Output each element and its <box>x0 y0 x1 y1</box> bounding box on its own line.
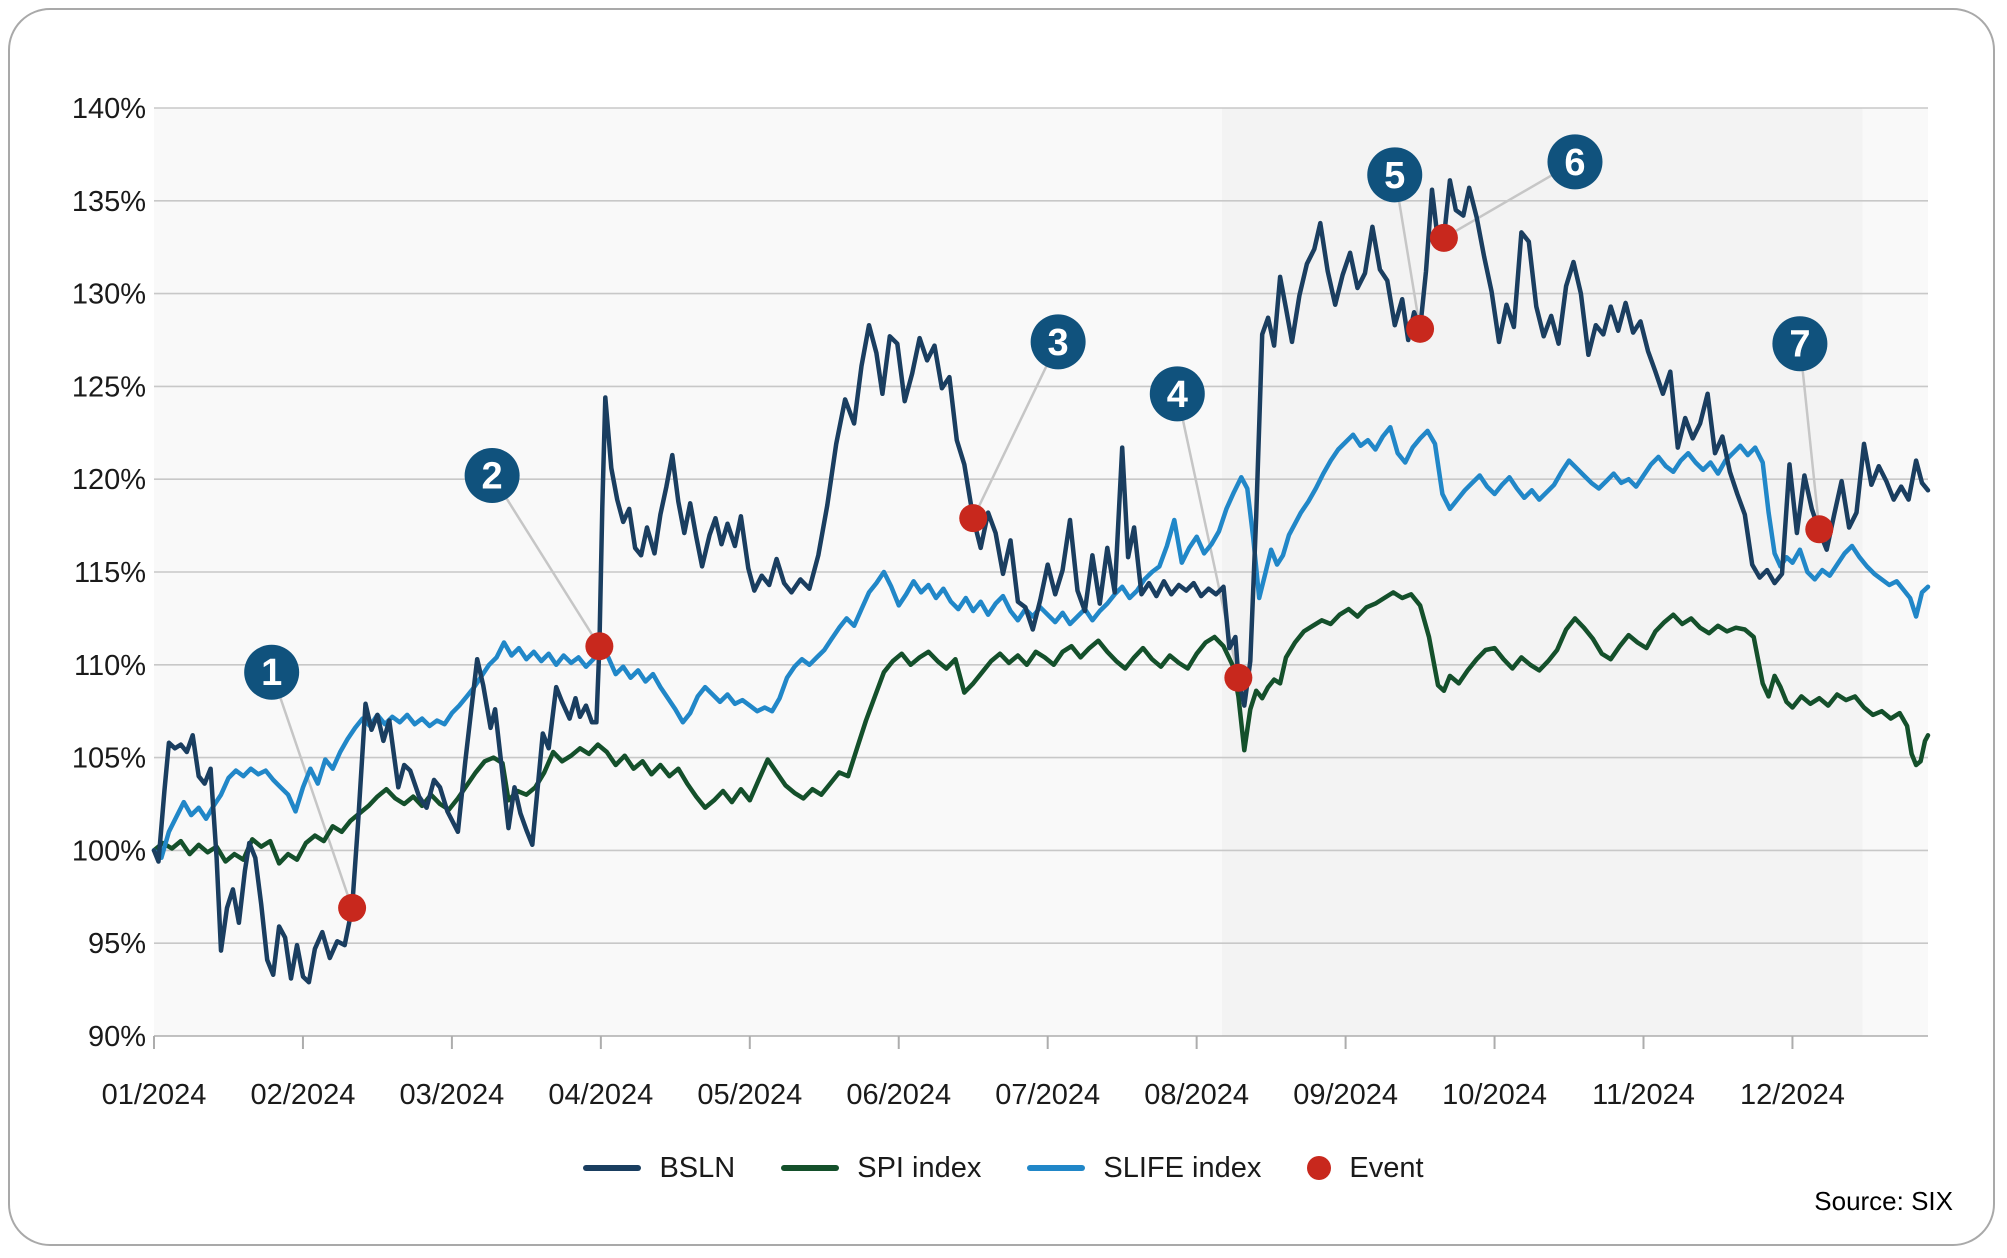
x-axis-label: 09/2024 <box>1293 1079 1398 1111</box>
x-axis-label: 08/2024 <box>1144 1079 1249 1111</box>
legend-line-swatch <box>583 1165 642 1171</box>
legend-item-slife-index[interactable]: SLIFE index <box>1027 1151 1262 1184</box>
y-axis-label: 140% <box>72 93 146 125</box>
event-badge-number: 5 <box>1384 155 1405 197</box>
event-connector-1 <box>270 671 354 909</box>
y-axis-label: 100% <box>72 835 146 867</box>
event-dot-7[interactable] <box>1805 515 1834 544</box>
y-axis-label: 90% <box>88 1021 146 1053</box>
event-connector-3 <box>972 341 1060 519</box>
event-badge-number: 4 <box>1167 374 1188 416</box>
y-axis-label: 130% <box>72 279 146 311</box>
legend-item-event[interactable]: Event <box>1307 1151 1424 1184</box>
event-dot-3[interactable] <box>959 504 988 533</box>
x-axis-label: 06/2024 <box>846 1079 951 1111</box>
legend-item-bsln[interactable]: BSLN <box>583 1151 736 1184</box>
y-axis-label: 95% <box>88 928 146 960</box>
event-dot-4[interactable] <box>1224 663 1253 692</box>
event-badge-number: 3 <box>1048 322 1069 364</box>
legend-dot-swatch <box>1307 1156 1332 1180</box>
event-badge-6[interactable] <box>1547 134 1603 190</box>
event-connector-2 <box>491 474 601 647</box>
y-axis-label: 105% <box>72 743 146 775</box>
legend-label: SPI index <box>857 1151 982 1184</box>
y-axis-label: 115% <box>74 557 146 589</box>
legend-label: Event <box>1349 1151 1424 1184</box>
event-badge-number: 7 <box>1789 324 1810 366</box>
event-badge-number: 2 <box>482 455 503 497</box>
legend-line-swatch <box>781 1165 840 1171</box>
event-badge-2[interactable] <box>464 447 520 503</box>
series-line-bsln <box>151 178 1931 985</box>
event-badge-3[interactable] <box>1030 314 1086 370</box>
event-badge-number: 1 <box>261 652 282 694</box>
event-dot-5[interactable] <box>1406 314 1435 343</box>
event-connector-7 <box>1798 343 1821 530</box>
x-axis-label: 02/2024 <box>251 1079 356 1111</box>
event-badge-4[interactable] <box>1149 366 1205 422</box>
x-axis-label: 11/2024 <box>1592 1079 1695 1111</box>
event-dot-1[interactable] <box>338 893 367 922</box>
source-note: Source: SIX <box>1814 1186 1953 1216</box>
legend-item-spi-index[interactable]: SPI index <box>781 1151 982 1184</box>
event-dot-6[interactable] <box>1429 223 1458 252</box>
legend-label: SLIFE index <box>1103 1151 1262 1184</box>
chart-legend: BSLN SPI index SLIFE index Event <box>0 1142 2007 1194</box>
x-axis-label: 07/2024 <box>995 1079 1100 1111</box>
x-axis-label: 10/2024 <box>1442 1079 1547 1111</box>
legend-label: BSLN <box>659 1151 736 1184</box>
y-axis-label: 120% <box>72 464 146 496</box>
y-axis-label: 125% <box>72 371 146 403</box>
y-axis-label: 135% <box>72 186 146 218</box>
event-badge-7[interactable] <box>1772 316 1828 372</box>
series-line-slife-index <box>151 424 1931 861</box>
event-badge-5[interactable] <box>1367 147 1423 203</box>
x-axis-label: 04/2024 <box>548 1079 653 1111</box>
x-axis-label: 01/2024 <box>102 1079 207 1111</box>
legend-line-swatch <box>1027 1165 1086 1171</box>
x-axis-label: 12/2024 <box>1740 1079 1845 1111</box>
x-axis-label: 05/2024 <box>697 1079 802 1111</box>
x-axis-label: 03/2024 <box>399 1079 504 1111</box>
y-axis-label: 110% <box>74 650 146 682</box>
event-dot-2[interactable] <box>585 632 614 661</box>
event-badge-1[interactable] <box>244 644 300 700</box>
event-badge-number: 6 <box>1564 142 1585 184</box>
